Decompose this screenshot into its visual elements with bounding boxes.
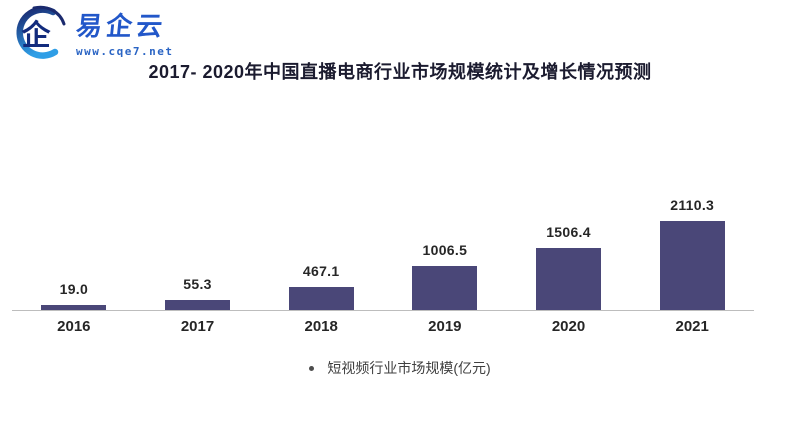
logo-swoosh-icon: 企 <box>16 5 66 59</box>
logo-brand-name: 易企云 <box>74 12 168 42</box>
chart-title: 2017- 2020年中国直播电商行业市场规模统计及增长情况预测 <box>148 62 652 82</box>
legend: 短视频行业市场规模(亿元) <box>0 358 800 378</box>
bar-column: 19.0 <box>12 281 136 310</box>
x-axis-tick-label: 2020 <box>551 318 586 335</box>
bar-value-label: 467.1 <box>302 263 340 279</box>
bar <box>288 287 354 310</box>
logo-text-block: 易企云 www.cqe7.net <box>74 5 174 58</box>
x-axis-line <box>12 310 754 311</box>
logo: 企 易企云 www.cqe7.net <box>8 5 173 61</box>
bar-value-label: 19.0 <box>59 281 89 297</box>
bar-column: 467.1 <box>259 263 383 310</box>
logo-glyph: 企 <box>21 18 51 52</box>
bar <box>41 305 107 310</box>
x-axis-tick-label: 2017 <box>180 318 215 335</box>
logo-url: www.cqe7.net <box>76 44 174 58</box>
x-axis-tick-label: 2016 <box>57 318 91 335</box>
bar-value-label: 1006.5 <box>422 242 468 258</box>
x-axis-tick-label: 2018 <box>304 318 338 335</box>
bar-column: 1506.4 <box>507 224 631 310</box>
bar-value-label: 55.3 <box>183 276 212 292</box>
bar-value-label: 1506.4 <box>546 224 591 240</box>
x-axis-tick-label: 2019 <box>428 318 462 335</box>
bar <box>659 221 725 310</box>
x-axis-labels: 2016 2017 2018 2019 2020 2021 <box>12 318 754 335</box>
bar-column: 55.3 <box>136 276 260 310</box>
bar-columns: 19.0 55.3 467.1 1006.5 1506.4 2110.3 <box>12 140 754 310</box>
x-axis-tick-label: 2021 <box>675 318 709 335</box>
bar-value-label: 2110.3 <box>670 197 715 213</box>
bar-column: 1006.5 <box>383 242 507 310</box>
bar-column: 2110.3 <box>630 197 754 310</box>
bar <box>536 248 602 310</box>
bar <box>165 300 230 310</box>
bar <box>412 266 478 310</box>
legend-label: 短视频行业市场规模(亿元) <box>327 360 491 376</box>
legend-dot-icon <box>309 365 315 371</box>
chart-area: 19.0 55.3 467.1 1006.5 1506.4 2110.3 2016 2017… <box>12 140 754 335</box>
